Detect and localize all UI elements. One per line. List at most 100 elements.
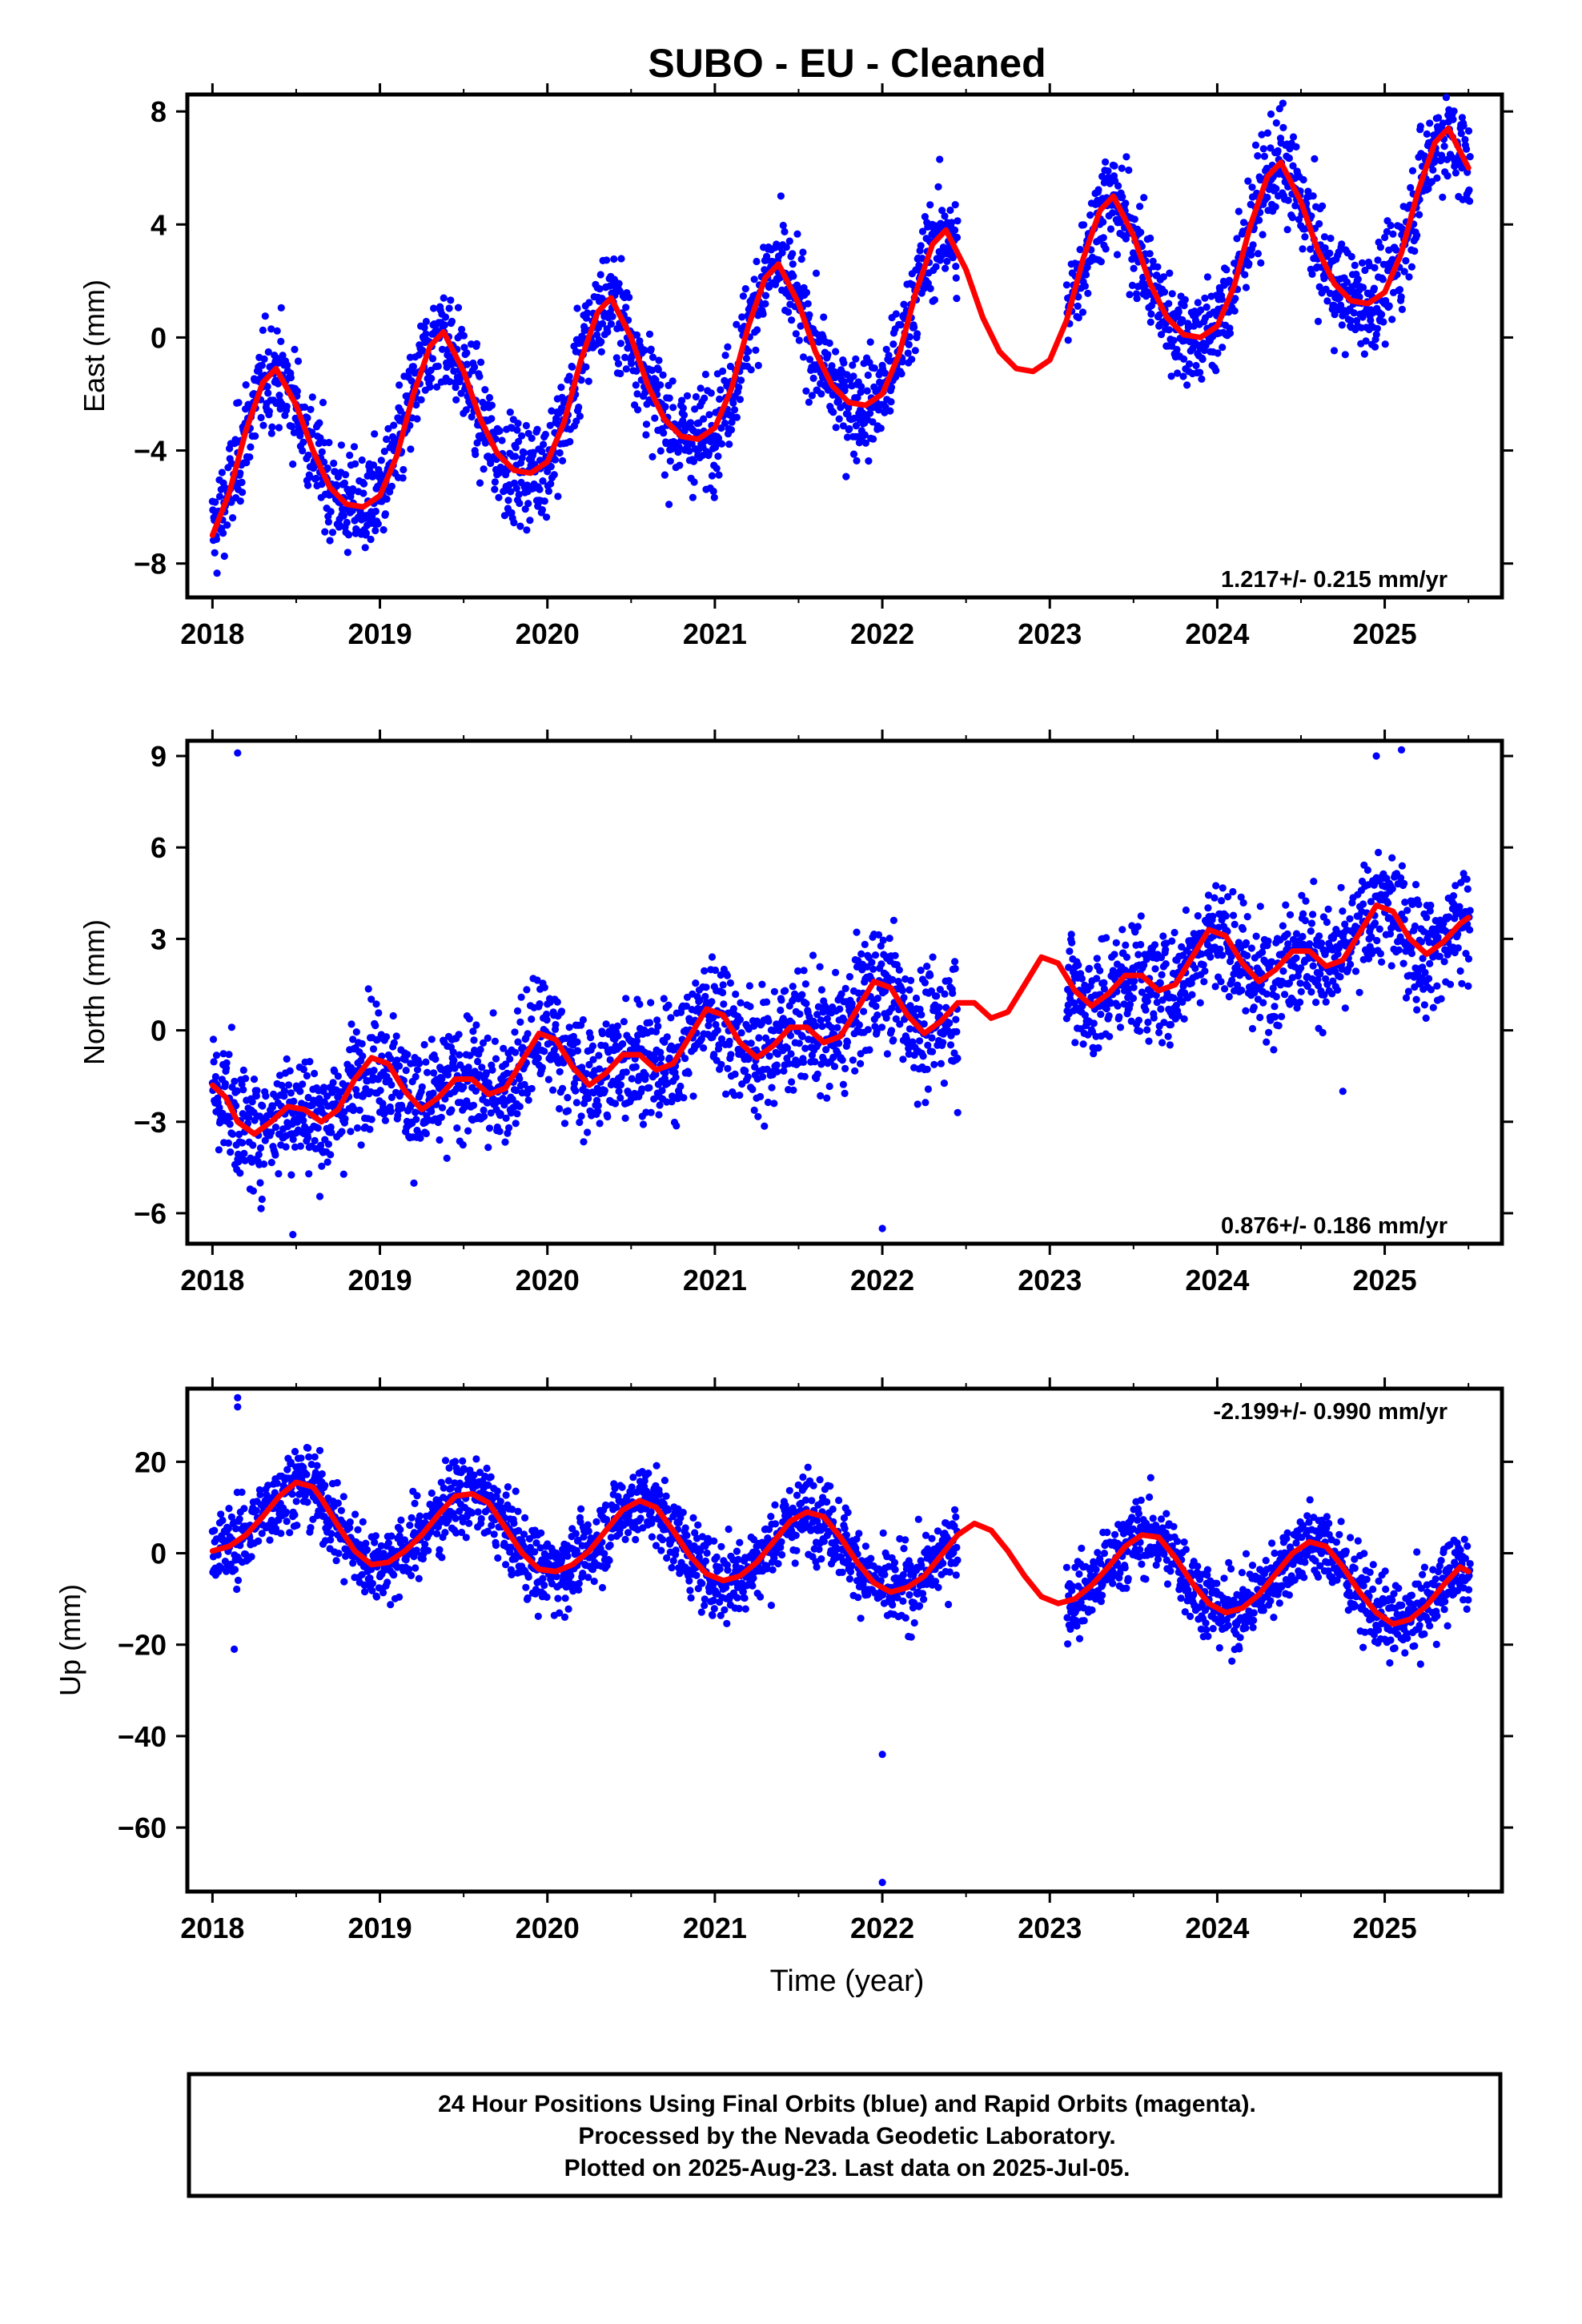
data-point: [802, 288, 811, 296]
data-point: [773, 1061, 781, 1069]
data-point: [242, 1075, 250, 1083]
data-point: [645, 1019, 654, 1027]
data-point: [441, 313, 450, 321]
data-point: [1112, 939, 1120, 947]
data-point: [953, 295, 961, 303]
data-point: [797, 255, 805, 263]
data-point: [311, 1136, 319, 1144]
data-point: [436, 1136, 444, 1144]
data-point: [544, 487, 553, 496]
data-point: [289, 460, 297, 468]
data-point: [1283, 226, 1291, 234]
data-point: [885, 352, 893, 360]
data-point: [229, 1130, 237, 1138]
data-point: [1299, 245, 1307, 253]
data-point: [1114, 182, 1122, 190]
data-point: [1429, 1003, 1437, 1011]
data-point: [1211, 983, 1219, 991]
data-point: [1090, 1019, 1098, 1027]
data-point: [770, 1100, 778, 1108]
data-point: [243, 459, 251, 467]
data-point: [239, 489, 247, 497]
data-point: [1411, 247, 1419, 255]
data-point: [833, 1023, 841, 1031]
data-point: [815, 338, 823, 346]
data-point: [817, 1016, 825, 1024]
data-point: [669, 377, 677, 385]
data-point: [879, 936, 887, 944]
data-point: [296, 1088, 304, 1096]
data-point: [1097, 258, 1105, 266]
data-point: [949, 989, 957, 997]
data-point: [516, 1075, 524, 1083]
data-point: [1374, 256, 1382, 264]
data-point: [472, 450, 480, 459]
data-point: [1238, 987, 1246, 995]
data-point: [1371, 919, 1379, 927]
x-tick-label: 2022: [850, 617, 914, 650]
data-point: [845, 424, 853, 433]
data-point: [371, 507, 379, 516]
data-point: [1347, 252, 1355, 261]
data-point: [855, 1021, 863, 1029]
data-point: [849, 361, 857, 369]
data-point: [209, 1035, 218, 1043]
data-point: [1160, 288, 1169, 296]
data-point: [1327, 235, 1335, 243]
data-point: [939, 1039, 947, 1047]
data-point: [951, 226, 959, 234]
data-point: [829, 408, 837, 416]
data-point: [318, 1162, 326, 1170]
data-point: [869, 435, 877, 443]
data-point: [750, 275, 758, 283]
data-point: [1322, 998, 1330, 1006]
data-point: [491, 1037, 500, 1045]
data-point: [665, 394, 673, 402]
data-point: [1275, 1022, 1283, 1030]
data-point: [247, 443, 255, 451]
data-point: [857, 1059, 865, 1068]
data-point: [597, 348, 605, 356]
data-point: [223, 1059, 231, 1067]
data-point: [841, 383, 849, 391]
data-point: [452, 384, 460, 392]
data-point: [909, 281, 917, 289]
data-point: [832, 424, 840, 432]
data-point: [1146, 234, 1154, 243]
data-point: [1405, 273, 1413, 281]
data-point: [1199, 356, 1207, 364]
data-point: [818, 1022, 826, 1031]
data-point: [865, 457, 873, 465]
data-point: [1307, 919, 1316, 927]
data-point: [1096, 967, 1104, 975]
data-point: [238, 478, 246, 487]
data-point: [1439, 193, 1447, 201]
data-point: [1143, 1026, 1151, 1034]
data-point: [598, 320, 607, 328]
data-point: [428, 355, 437, 363]
data-point: [1408, 167, 1417, 175]
data-point: [935, 1003, 943, 1011]
data-point: [789, 983, 797, 991]
data-point: [1296, 998, 1304, 1007]
data-point: [655, 356, 663, 364]
data-point: [1137, 912, 1145, 920]
data-point: [736, 396, 745, 404]
data-point: [304, 1133, 312, 1142]
data-point: [719, 367, 727, 376]
data-point: [1083, 263, 1091, 271]
data-point: [1191, 964, 1199, 972]
data-point: [267, 429, 275, 437]
data-point: [340, 479, 348, 487]
data-point: [830, 1063, 839, 1071]
data-point: [1116, 219, 1125, 227]
data-point: [1388, 885, 1396, 893]
data-point: [1263, 193, 1271, 202]
data-point: [681, 1055, 689, 1063]
data-point: [652, 376, 660, 384]
data-point: [376, 1087, 384, 1095]
data-point: [257, 413, 265, 422]
data-point: [585, 299, 593, 307]
data-point: [768, 1084, 776, 1092]
data-point: [809, 951, 817, 959]
